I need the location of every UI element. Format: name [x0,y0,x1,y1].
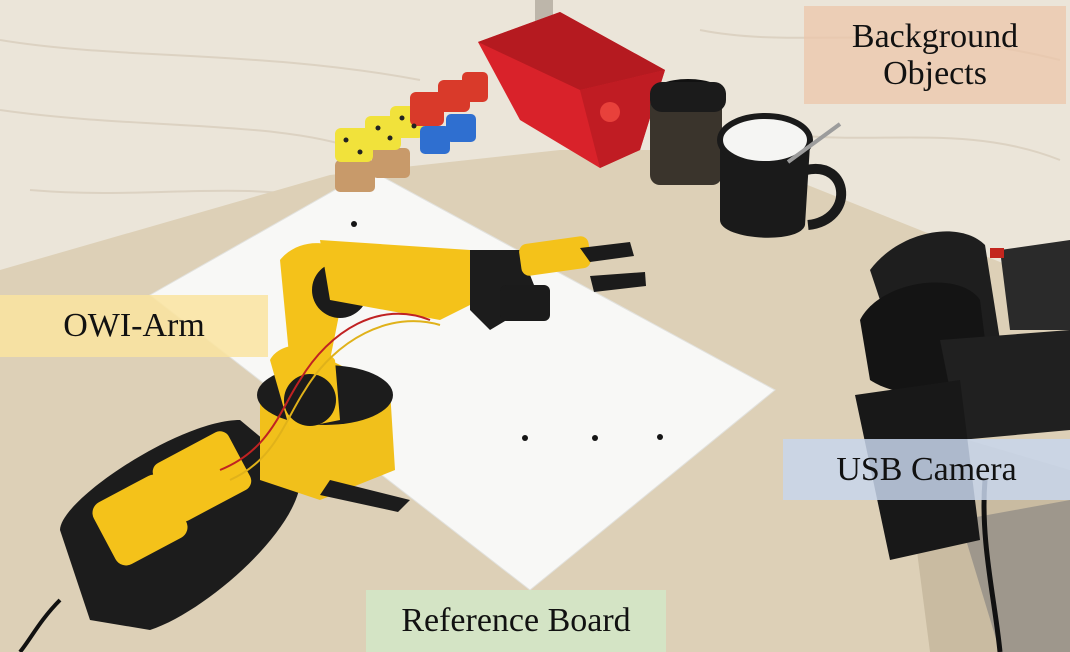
owi-arm-label: OWI-Arm [0,295,268,357]
usb-camera-label-text: USB Camera [836,450,1017,488]
reference-dot [657,434,663,440]
reference-board-label-text: Reference Board [401,602,631,640]
reference-board-label: Reference Board [366,590,666,652]
reference-dot [351,221,357,227]
red-bin [478,12,665,168]
owi-arm-label-text: OWI-Arm [63,307,205,345]
reference-dot [592,435,598,441]
mug [717,113,847,238]
owi-arm [18,236,646,652]
reference-dot [522,435,528,441]
dice-stack [335,72,488,192]
background-objects-label-line2: Objects [883,55,987,92]
usb-camera-label: USB Camera [783,439,1070,500]
jar [650,79,726,185]
background-objects-label: Background Objects [804,6,1066,104]
reference-dots [351,221,663,441]
background-objects-label-line1: Background [851,17,1019,55]
